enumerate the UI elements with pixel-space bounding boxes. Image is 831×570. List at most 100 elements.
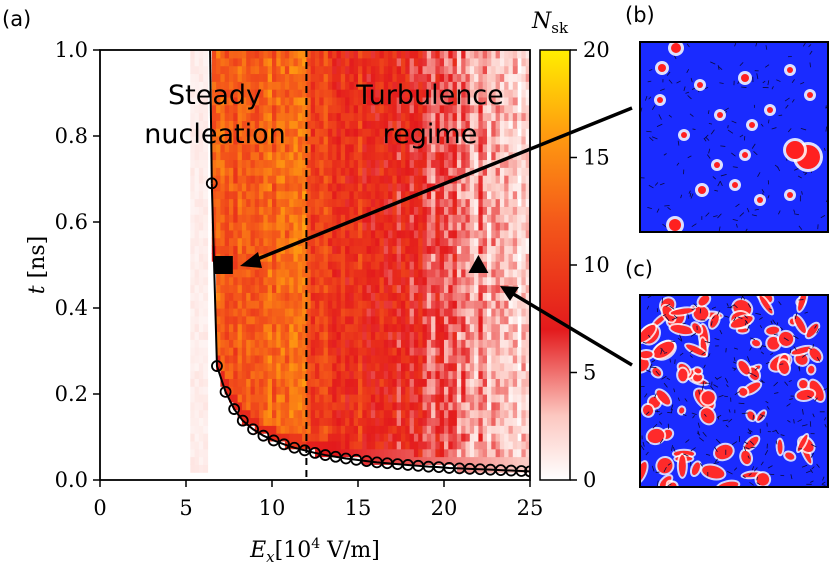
heatmap-cell bbox=[396, 167, 402, 176]
heatmap-cell bbox=[297, 347, 303, 356]
heatmap-cell bbox=[224, 386, 230, 395]
heatmap-cell bbox=[525, 50, 530, 59]
heatmap-cell bbox=[224, 81, 230, 90]
heatmap-cell bbox=[194, 104, 200, 114]
x-tick-label: 25 bbox=[517, 496, 544, 520]
spin-arrow bbox=[748, 473, 752, 476]
heatmap-cell bbox=[233, 190, 239, 200]
heatmap-cell bbox=[370, 386, 376, 395]
spin-arrow bbox=[786, 403, 791, 407]
heatmap-cell bbox=[448, 81, 454, 90]
heatmap-cell bbox=[512, 190, 518, 200]
spin-arrow bbox=[708, 122, 713, 125]
heatmap-cell bbox=[293, 362, 299, 372]
heatmap-cell bbox=[267, 151, 273, 161]
spin-arrow bbox=[724, 315, 730, 318]
heatmap-cell bbox=[203, 151, 209, 161]
heatmap-cell bbox=[358, 284, 363, 293]
heatmap-cell bbox=[435, 456, 441, 465]
heatmap-cell bbox=[284, 347, 290, 356]
heatmap-cell bbox=[504, 370, 510, 379]
heatmap-cell bbox=[237, 65, 243, 75]
heatmap-cell bbox=[426, 136, 432, 145]
heatmap-cell bbox=[439, 331, 445, 340]
heatmap-cell bbox=[315, 167, 320, 176]
heatmap-cell bbox=[315, 370, 320, 379]
heatmap-cell bbox=[431, 308, 436, 317]
heatmap-cell bbox=[401, 394, 406, 403]
heatmap-cell bbox=[405, 292, 411, 301]
heatmap-cell bbox=[254, 136, 260, 145]
heatmap-cell bbox=[482, 237, 488, 247]
heatmap-cell bbox=[233, 96, 239, 106]
heatmap-cell bbox=[448, 143, 454, 153]
spin-arrow bbox=[822, 476, 825, 481]
heatmap-cell bbox=[456, 136, 462, 145]
heatmap-cell bbox=[413, 440, 419, 450]
heatmap-cell bbox=[525, 182, 530, 192]
heatmap-cell bbox=[396, 73, 402, 82]
heatmap-cell bbox=[409, 284, 415, 293]
heatmap-cell bbox=[401, 57, 406, 67]
heatmap-cell bbox=[517, 222, 522, 231]
heatmap-cell bbox=[426, 112, 432, 121]
heatmap-cell bbox=[456, 362, 462, 372]
heatmap-cell bbox=[461, 253, 467, 262]
heatmap-cell bbox=[422, 268, 428, 278]
heatmap-cell bbox=[525, 370, 530, 379]
heatmap-cell bbox=[362, 268, 368, 278]
heatmap-cell bbox=[413, 347, 419, 356]
heatmap-cell bbox=[396, 448, 402, 458]
heatmap-cell bbox=[276, 276, 282, 286]
heatmap-cell bbox=[345, 292, 350, 301]
heatmap-cell bbox=[229, 300, 234, 309]
spin-arrow bbox=[778, 301, 782, 306]
heatmap-cell bbox=[508, 159, 514, 168]
heatmap-cell bbox=[499, 245, 505, 254]
heatmap-cell bbox=[198, 261, 204, 270]
heatmap-cell bbox=[284, 300, 290, 309]
heatmap-cell bbox=[383, 308, 389, 317]
heatmap-cell bbox=[375, 448, 381, 458]
heatmap-cell bbox=[525, 354, 530, 364]
heatmap-cell bbox=[521, 401, 527, 411]
heatmap-cell bbox=[267, 159, 273, 168]
heatmap-cell bbox=[315, 323, 320, 333]
heatmap-cell bbox=[216, 175, 221, 184]
heatmap-cell bbox=[276, 128, 282, 137]
heatmap-cell bbox=[375, 362, 381, 372]
heatmap-cell bbox=[370, 315, 376, 325]
heatmap-cell bbox=[336, 253, 342, 262]
heatmap-cell bbox=[396, 136, 402, 145]
heatmap-cell bbox=[203, 112, 209, 121]
heatmap-cell bbox=[508, 128, 514, 137]
heatmap-cell bbox=[297, 245, 303, 254]
heatmap-cell bbox=[465, 159, 471, 168]
heatmap-cell bbox=[370, 175, 376, 184]
heatmap-cell bbox=[448, 300, 454, 309]
heatmap-cell bbox=[504, 159, 510, 168]
heatmap-cell bbox=[263, 308, 269, 317]
heatmap-cell bbox=[190, 464, 196, 473]
heatmap-cell bbox=[478, 89, 484, 98]
heatmap-cell bbox=[469, 214, 475, 223]
heatmap-cell bbox=[504, 198, 510, 207]
heatmap-cell bbox=[323, 268, 329, 278]
heatmap-cell bbox=[358, 401, 363, 411]
heatmap-cell bbox=[370, 159, 376, 168]
heatmap-cell bbox=[241, 222, 247, 231]
heatmap-cell bbox=[190, 268, 196, 278]
heatmap-cell bbox=[254, 104, 260, 114]
heatmap-cell bbox=[284, 268, 290, 278]
heatmap-cell bbox=[422, 253, 428, 262]
spin-arrow bbox=[654, 393, 657, 398]
heatmap-cell bbox=[336, 394, 342, 403]
heatmap-cell bbox=[233, 136, 239, 145]
heatmap-cell bbox=[358, 151, 363, 161]
heatmap-cell bbox=[448, 65, 454, 75]
heatmap-cell bbox=[349, 315, 355, 325]
heatmap-cell bbox=[203, 89, 209, 98]
heatmap-cell bbox=[413, 261, 419, 270]
heatmap-cell bbox=[418, 206, 424, 215]
heatmap-cell bbox=[263, 65, 269, 75]
